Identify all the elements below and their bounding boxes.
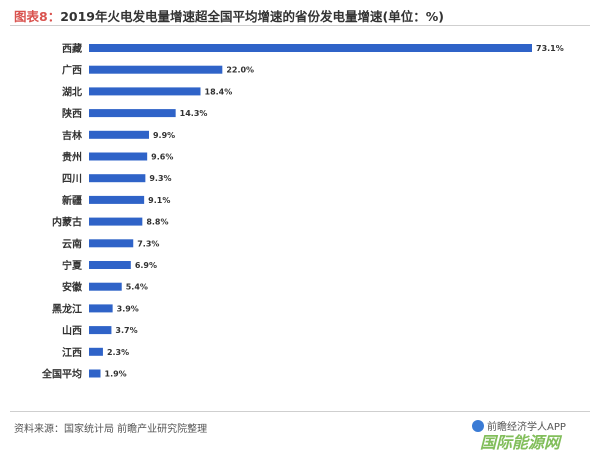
value-label: 22.0% [226,66,254,75]
bar [89,217,143,226]
brand-logo-icon [472,419,484,432]
chart-title-prefix: 图表8： [14,9,61,24]
value-label: 7.3% [137,239,159,248]
value-label: 8.8% [146,218,168,227]
category-label: 安徽 [62,281,83,294]
bar [89,326,112,335]
value-label: 3.9% [117,304,139,313]
bar [89,282,122,291]
bar [89,261,131,269]
category-label: 宁夏 [62,259,83,272]
category-label: 黑龙江 [52,302,82,315]
category-label: 全国平均 [41,368,82,381]
bar [89,87,201,96]
category-label: 新疆 [62,194,82,207]
chart-title-text: 2019年火电发电量增速超全国平均增速的省份发电量增速(单位：%) [60,9,444,24]
bar [89,369,101,378]
category-label: 四川 [62,173,82,185]
value-label: 9.9% [153,131,175,140]
bar [89,130,149,139]
chart-title: 图表8：2019年火电发电量增速超全国平均增速的省份发电量增速(单位：%) [14,6,444,25]
title-divider [10,25,590,26]
bar [89,44,532,52]
value-label: 3.7% [115,326,137,335]
category-label: 江西 [62,346,82,359]
value-label: 6.9% [135,261,157,270]
bar [89,174,146,183]
bar [89,195,145,204]
category-label: 湖北 [62,85,82,98]
bar [89,152,148,161]
bar [89,304,113,313]
value-label: 2.3% [107,348,129,357]
value-label: 9.1% [148,196,170,205]
bar [89,65,223,74]
bar [89,239,134,248]
category-label: 西藏 [62,42,82,55]
brand-name: 前瞻经济学人APP [487,422,566,433]
value-label: 18.4% [205,87,233,96]
category-label: 吉林 [62,129,83,142]
category-label: 云南 [62,237,82,250]
category-label: 山西 [62,324,82,337]
footer-divider [10,411,590,412]
bar [89,109,176,118]
value-label: 9.3% [149,174,171,183]
value-label: 1.9% [105,370,127,379]
category-label: 广西 [62,64,82,77]
corner-watermark: 国际能源网 [480,433,561,452]
value-label: 73.1% [536,44,564,53]
category-label: 内蒙古 [52,216,82,229]
value-label: 14.3% [180,109,208,118]
value-label: 9.6% [151,153,173,162]
value-label: 5.4% [126,283,148,292]
brand: 前瞻经济学人APP [472,418,566,433]
bar [89,347,103,356]
source-note: 资料来源：国家统计局 前瞻产业研究院整理 [14,424,208,435]
category-label: 贵州 [62,151,82,164]
category-label: 陕西 [62,107,82,120]
